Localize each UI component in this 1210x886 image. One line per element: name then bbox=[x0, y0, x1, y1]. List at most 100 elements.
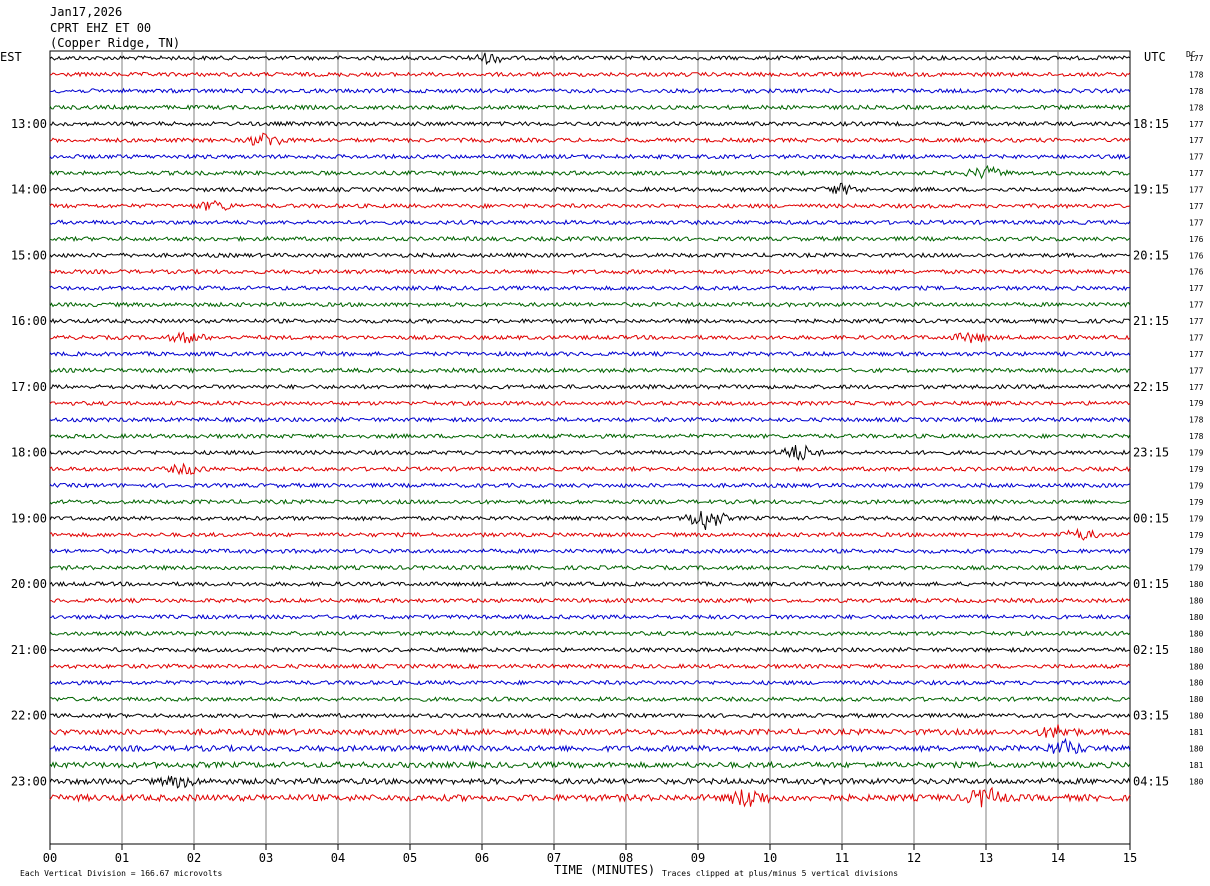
dc-value: 178 bbox=[1189, 432, 1204, 441]
dc-value: 180 bbox=[1189, 613, 1204, 622]
est-hour-label: 15:00 bbox=[11, 248, 47, 262]
est-hour-label: 20:00 bbox=[11, 577, 47, 591]
utc-hour-label: 19:15 bbox=[1133, 183, 1169, 197]
seismic-trace bbox=[49, 153, 1131, 160]
seismic-trace bbox=[49, 630, 1131, 637]
seismic-trace bbox=[49, 268, 1131, 275]
seismic-trace bbox=[49, 251, 1131, 259]
dc-value: 179 bbox=[1189, 514, 1204, 523]
seismic-trace bbox=[49, 462, 1131, 476]
clip-note: Traces clipped at plus/minus 5 vertical … bbox=[662, 869, 898, 878]
dc-value: 179 bbox=[1189, 481, 1204, 490]
seismic-trace bbox=[49, 527, 1131, 541]
seismic-trace bbox=[49, 164, 1131, 180]
dc-value: 177 bbox=[1189, 136, 1204, 145]
x-tick-label: 14 bbox=[1051, 851, 1065, 865]
x-tick-label: 04 bbox=[331, 851, 345, 865]
utc-hour-label: 02:15 bbox=[1133, 643, 1169, 657]
seismic-trace bbox=[49, 301, 1131, 308]
seismic-trace bbox=[49, 432, 1131, 440]
dc-value: 177 bbox=[1189, 153, 1204, 162]
est-hour-label: 17:00 bbox=[11, 380, 47, 394]
dc-value: 180 bbox=[1189, 695, 1204, 704]
seismic-trace bbox=[49, 663, 1131, 670]
vertical-division-note: Each Vertical Division = 166.67 microvol… bbox=[20, 869, 222, 878]
seismic-trace bbox=[49, 564, 1131, 571]
dc-value: 177 bbox=[1189, 333, 1204, 342]
x-tick-label: 13 bbox=[979, 851, 993, 865]
plot-date: Jan17,2026 bbox=[50, 5, 123, 19]
seismic-trace bbox=[49, 613, 1131, 621]
seismic-trace bbox=[49, 679, 1131, 686]
dc-value: 177 bbox=[1189, 120, 1204, 129]
seismic-trace bbox=[49, 510, 1131, 531]
dc-value: 179 bbox=[1189, 547, 1204, 556]
plot-grid bbox=[49, 50, 1131, 845]
seismic-trace bbox=[49, 120, 1131, 127]
dc-value: 180 bbox=[1189, 662, 1204, 671]
right-timezone-label: UTC bbox=[1144, 50, 1166, 64]
dc-value: 177 bbox=[1189, 54, 1204, 63]
est-hour-label: 18:00 bbox=[11, 446, 47, 460]
seismic-trace bbox=[49, 132, 1131, 146]
utc-hour-label: 20:15 bbox=[1133, 248, 1169, 262]
seismic-traces bbox=[49, 52, 1131, 808]
dc-value: 177 bbox=[1189, 350, 1204, 359]
utc-hour-label: 22:15 bbox=[1133, 380, 1169, 394]
dc-value: 179 bbox=[1189, 564, 1204, 573]
utc-hour-label: 18:15 bbox=[1133, 117, 1169, 131]
seismic-trace bbox=[49, 199, 1131, 211]
x-tick-label: 03 bbox=[259, 851, 273, 865]
seismic-trace bbox=[49, 219, 1131, 226]
dc-value: 177 bbox=[1189, 186, 1204, 195]
dc-value: 178 bbox=[1189, 87, 1204, 96]
dc-label: DC bbox=[1186, 50, 1196, 59]
dc-value: 177 bbox=[1189, 383, 1204, 392]
station-location: (Copper Ridge, TN) bbox=[50, 36, 181, 50]
x-tick-label: 07 bbox=[547, 851, 561, 865]
seismic-trace bbox=[49, 724, 1131, 738]
seismic-trace bbox=[49, 580, 1130, 588]
seismic-trace bbox=[49, 350, 1131, 358]
seismic-trace bbox=[49, 760, 1131, 770]
dc-value: 179 bbox=[1189, 465, 1204, 474]
seismic-trace bbox=[49, 737, 1131, 755]
est-hour-label: 13:00 bbox=[11, 117, 47, 131]
dc-value: 180 bbox=[1189, 646, 1204, 655]
seismic-trace bbox=[49, 317, 1131, 325]
dc-value: 177 bbox=[1189, 366, 1204, 375]
x-tick-label: 05 bbox=[403, 851, 417, 865]
seismic-trace bbox=[49, 331, 1131, 344]
seismic-trace bbox=[49, 786, 1131, 808]
dc-value: 177 bbox=[1189, 169, 1204, 178]
dc-value: 181 bbox=[1189, 761, 1204, 770]
seismic-trace bbox=[49, 383, 1131, 390]
seismic-trace bbox=[49, 712, 1131, 719]
dc-value: 177 bbox=[1189, 284, 1204, 293]
seismic-trace bbox=[49, 284, 1131, 292]
seismic-trace bbox=[49, 367, 1131, 374]
seismic-trace bbox=[50, 695, 1131, 703]
x-tick-label: 09 bbox=[691, 851, 705, 865]
est-hour-label: 14:00 bbox=[11, 183, 47, 197]
dc-value: 177 bbox=[1189, 301, 1204, 310]
x-tick-label: 10 bbox=[763, 851, 777, 865]
seismic-trace bbox=[49, 416, 1131, 423]
dc-value: 180 bbox=[1189, 629, 1204, 638]
dc-value: 179 bbox=[1189, 531, 1204, 540]
left-timezone-label: EST bbox=[0, 50, 22, 64]
dc-value: 178 bbox=[1189, 416, 1204, 425]
dc-value: 180 bbox=[1189, 712, 1204, 721]
dc-value: 180 bbox=[1189, 580, 1204, 589]
x-tick-label: 15 bbox=[1123, 851, 1137, 865]
seismic-trace bbox=[49, 87, 1131, 94]
dc-value: 178 bbox=[1189, 70, 1204, 79]
x-tick-label: 02 bbox=[187, 851, 201, 865]
utc-hour-label: 03:15 bbox=[1133, 709, 1169, 723]
axis-labels: 00 01 02 03 04 05 06 07 08 09 10 11 12 13 14 15 13:00 14:… bbox=[11, 54, 1204, 865]
seismic-trace bbox=[49, 444, 1131, 461]
x-tick-label: 08 bbox=[619, 851, 633, 865]
dc-value: 177 bbox=[1189, 317, 1204, 326]
seismic-trace bbox=[49, 400, 1131, 407]
